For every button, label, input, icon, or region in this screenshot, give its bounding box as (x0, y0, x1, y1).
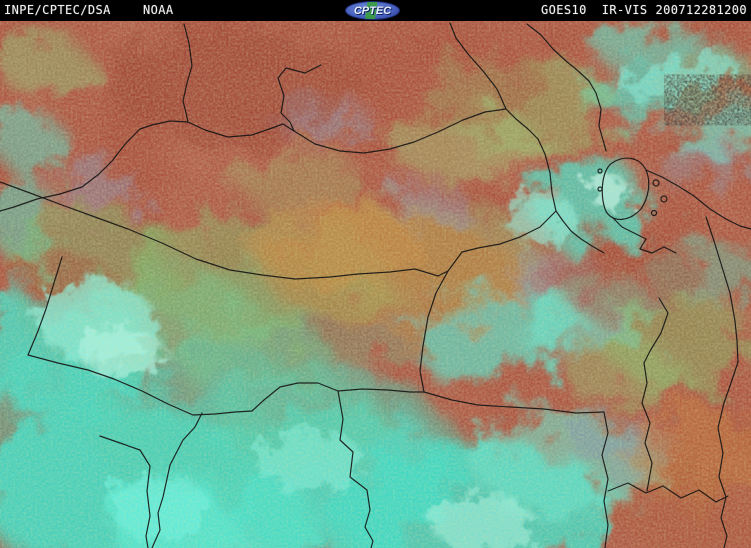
border-amazon-river-mouth (537, 138, 605, 254)
border-colombia (0, 128, 141, 212)
islet (652, 179, 660, 187)
border-para-north (505, 108, 539, 140)
dark-speckle-patch (672, 79, 750, 121)
product-label: IR-VIS (601, 3, 648, 17)
border-roraima-east (449, 22, 507, 110)
border-amazonas-south (423, 391, 605, 414)
product-info: GOES10 IR-VIS 200712281200 (541, 3, 747, 17)
border-colombia-junction (139, 120, 189, 130)
logo-text: CPTEC (353, 5, 392, 17)
islet (597, 168, 603, 174)
border-atlantic-coast (645, 169, 751, 230)
border-amapa-coast (526, 23, 607, 152)
border-acre-west (27, 256, 63, 356)
border-solimoes-line (0, 181, 449, 280)
satellite-image-area (0, 21, 751, 548)
speckle-texture (0, 21, 751, 548)
boundary-overlay (0, 22, 751, 548)
border-acre-bolivia (27, 354, 253, 416)
border-delta-channels (611, 216, 677, 254)
border-rondonia-east (337, 390, 374, 548)
noaa-label: NOAA (143, 3, 174, 17)
satellite-label: GOES10 (541, 3, 587, 17)
satellite-map (0, 21, 751, 548)
border-rondonia-north (251, 382, 425, 412)
border-tocantins-east (717, 361, 739, 548)
islet (660, 195, 668, 203)
cptec-logo: CPTEC (345, 1, 400, 20)
islet (650, 209, 658, 217)
title-bar: INPE/CPTEC/DSA NOAA CPTEC GOES10 IR-VIS 20… (0, 0, 751, 21)
border-bolivia-south (99, 435, 151, 548)
island-marajo (601, 157, 650, 220)
border-amazonas-para (419, 210, 557, 393)
border-roraima-south (293, 108, 507, 154)
islet (597, 186, 603, 192)
border-para-maranhao (705, 216, 739, 363)
border-para-matogrosso (601, 411, 609, 548)
border-rondonia-bolivia (151, 412, 203, 548)
border-venezuela (182, 23, 193, 123)
border-tocantins-west (641, 297, 669, 492)
border-matogrosso-wiggle (607, 482, 729, 503)
border-north-squiggle (277, 64, 322, 132)
border-roraima-west (187, 121, 295, 138)
agency-label: INPE/CPTEC/DSA (4, 3, 111, 17)
timestamp-label: 200712281200 (655, 3, 747, 17)
